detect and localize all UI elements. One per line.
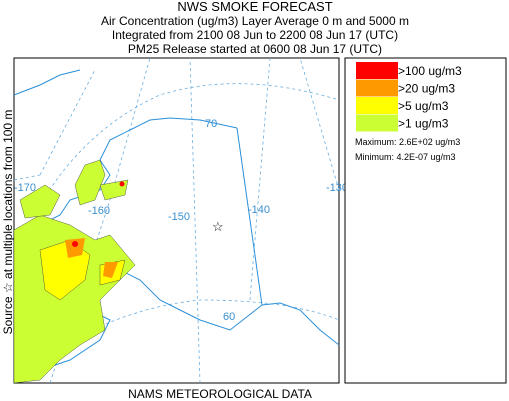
graticule-label: 70: [205, 118, 217, 130]
graticule-label: 60: [223, 311, 235, 323]
subtitle: Air Concentration (ug/m3) Layer Average …: [101, 14, 409, 28]
legend-swatch: [356, 97, 398, 114]
legend-swatch: [356, 62, 398, 79]
side-label: Source ☆ at multiple locations from 100 …: [1, 110, 15, 335]
graticule-label: -130: [326, 182, 348, 194]
legend-label: >1 ug/m3: [398, 117, 449, 131]
legend-minimum: Minimum: 4.2E-07 ug/m3: [355, 152, 456, 162]
subtitle: PM25 Release started at 0600 08 Jun 17 (…: [128, 42, 382, 56]
legend-label: >5 ug/m3: [398, 99, 449, 113]
subtitle: Integrated from 2100 08 Jun to 2200 08 J…: [112, 28, 398, 42]
graticule-label: -170: [14, 182, 36, 194]
legend-label: >100 ug/m3: [398, 64, 462, 78]
title: NWS SMOKE FORECAST: [177, 0, 332, 14]
legend: Maximum: 2.6E+02 ug/m3 Minimum: 4.2E-07 …: [344, 57, 507, 384]
graticule: [13, 57, 340, 384]
smoke-plume: [13, 159, 136, 384]
graticule-label: -140: [248, 204, 270, 216]
footer: NAMS METEOROLOGICAL DATA: [128, 387, 312, 401]
legend-label: >20 ug/m3: [398, 82, 455, 96]
legend-swatch: [356, 114, 398, 132]
graticule-label: -160: [88, 205, 110, 217]
graticule-label: -150: [168, 211, 190, 223]
map: ☆ -170 -160 -150 -140 -130 70 60: [13, 57, 348, 384]
source-star: ☆: [212, 219, 224, 234]
legend-maximum: Maximum: 2.6E+02 ug/m3: [355, 137, 460, 147]
legend-swatch: [356, 79, 398, 97]
